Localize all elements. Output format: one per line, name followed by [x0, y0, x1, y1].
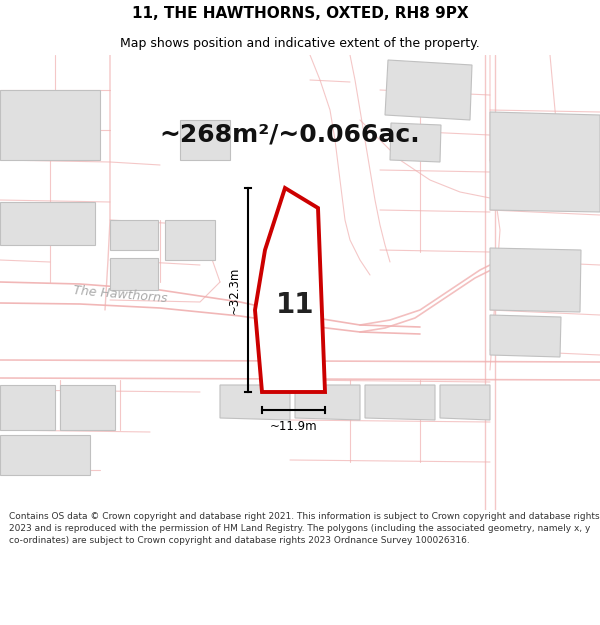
Text: 11, THE HAWTHORNS, OXTED, RH8 9PX: 11, THE HAWTHORNS, OXTED, RH8 9PX: [131, 6, 469, 21]
Polygon shape: [0, 385, 55, 430]
Text: Contains OS data © Crown copyright and database right 2021. This information is : Contains OS data © Crown copyright and d…: [9, 512, 599, 545]
Text: The Hawthorns: The Hawthorns: [73, 284, 167, 306]
Polygon shape: [295, 385, 360, 420]
Polygon shape: [390, 123, 441, 162]
Polygon shape: [0, 282, 420, 334]
Text: ~268m²/~0.066ac.: ~268m²/~0.066ac.: [160, 123, 421, 147]
Polygon shape: [0, 435, 90, 475]
Polygon shape: [220, 385, 290, 420]
Polygon shape: [0, 90, 100, 160]
Text: Map shows position and indicative extent of the property.: Map shows position and indicative extent…: [120, 38, 480, 51]
Polygon shape: [165, 220, 215, 260]
Polygon shape: [180, 120, 230, 160]
Text: ~11.9m: ~11.9m: [269, 419, 317, 432]
Polygon shape: [440, 385, 490, 420]
Text: 11: 11: [276, 291, 314, 319]
Polygon shape: [490, 112, 600, 212]
Polygon shape: [0, 202, 95, 245]
Polygon shape: [255, 188, 325, 392]
Polygon shape: [365, 385, 435, 420]
Polygon shape: [490, 315, 561, 357]
Polygon shape: [110, 220, 158, 250]
Polygon shape: [60, 385, 115, 430]
Polygon shape: [490, 248, 581, 312]
Polygon shape: [385, 60, 472, 120]
Polygon shape: [110, 258, 158, 290]
Text: ~32.3m: ~32.3m: [227, 266, 241, 314]
